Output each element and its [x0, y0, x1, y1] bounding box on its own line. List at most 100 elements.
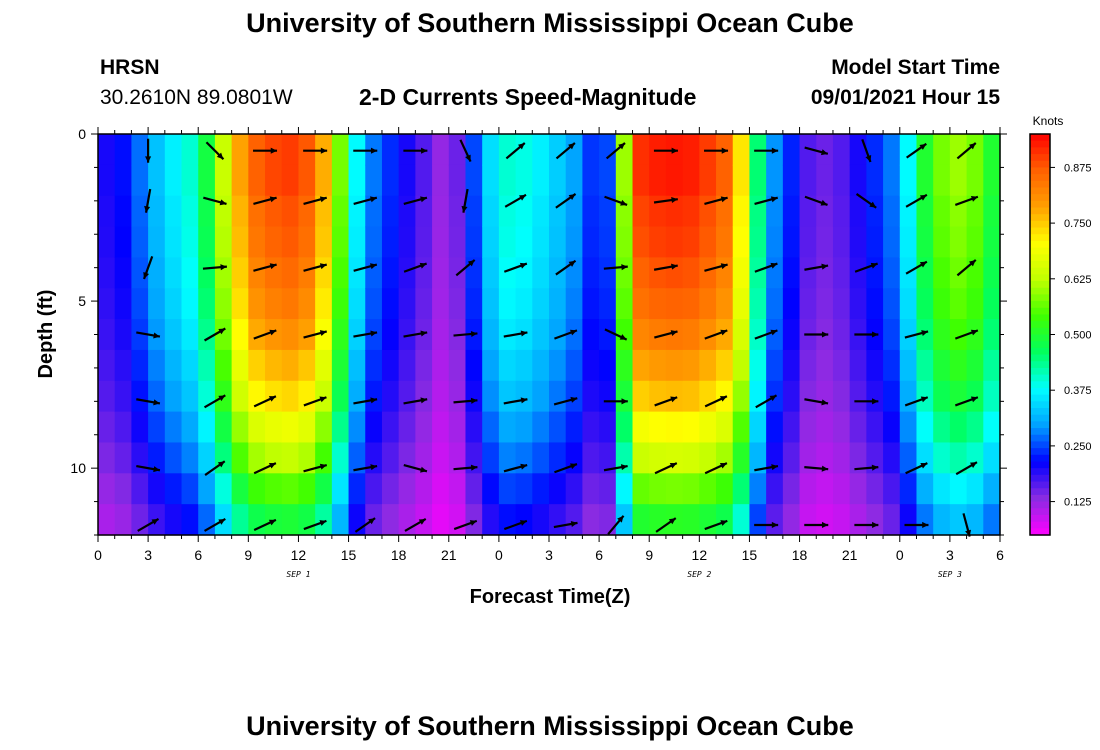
current-vector-arrow: [503, 519, 528, 531]
heatmap-cell: [649, 195, 667, 228]
colorbar-segment: [1030, 387, 1050, 396]
current-vector-arrow: [461, 188, 469, 213]
heatmap-cell: [632, 349, 650, 382]
heatmap-cell: [448, 473, 467, 505]
heatmap-cell: [248, 195, 266, 228]
current-vector-arrow: [555, 142, 576, 160]
colorbar-segment: [1030, 508, 1050, 516]
current-vector-arrow: [554, 329, 578, 340]
colorbar-segment: [1030, 247, 1050, 255]
heatmap-cell: [749, 442, 767, 474]
heatmap-cell: [816, 226, 834, 258]
heatmap-cell: [265, 319, 283, 351]
heatmap-cell: [164, 195, 183, 228]
heatmap-cell: [582, 442, 600, 474]
arrow-head: [821, 521, 829, 529]
arrow-head: [919, 194, 927, 201]
colorbar-segment: [1030, 421, 1050, 429]
heatmap-cell: [732, 380, 751, 413]
heatmap-cell: [515, 380, 533, 413]
arrow-head: [721, 147, 729, 154]
x-tick-label: 9: [645, 547, 653, 563]
current-vector-arrow: [755, 394, 778, 409]
heatmap-cell: [949, 288, 968, 320]
heatmap-cell: [315, 473, 333, 505]
heatmap-cell: [983, 226, 1001, 258]
heatmap-cell: [448, 288, 467, 320]
heatmap-cell: [181, 319, 199, 351]
heatmap-cell: [298, 195, 316, 228]
arrow-head: [151, 518, 159, 525]
arrow-head: [216, 152, 224, 160]
heatmap-cell: [549, 473, 567, 505]
arrow-head: [144, 205, 151, 213]
x-tick-label: 0: [495, 547, 503, 563]
heatmap-cell: [866, 442, 884, 474]
arrow-head: [668, 518, 676, 525]
heatmap-cell: [582, 380, 600, 413]
arrow-head: [568, 260, 576, 267]
heatmap-cell: [749, 195, 767, 228]
arrow-head: [370, 330, 378, 337]
heatmap-cell: [966, 473, 984, 505]
heatmap-cell: [348, 380, 366, 413]
heatmap-cell: [164, 504, 183, 536]
current-vector-arrow: [904, 330, 929, 339]
heatmap-cell: [465, 195, 483, 228]
arrow-head: [319, 396, 327, 403]
heatmap-cell: [649, 473, 667, 505]
current-vector-arrow: [553, 396, 578, 406]
heatmap-cell: [498, 349, 517, 382]
heatmap-cell: [348, 195, 366, 228]
heatmap-cell: [599, 411, 617, 444]
current-vector-arrow: [655, 517, 677, 533]
heatmap-cell: [582, 319, 600, 351]
heatmap-cell: [415, 442, 433, 474]
heatmap-cell: [214, 442, 233, 474]
heatmap-cell: [415, 195, 433, 228]
heatmap-cell: [916, 349, 934, 382]
heatmap-cell: [331, 288, 350, 320]
heatmap-cell: [515, 134, 533, 166]
heatmap-cell: [398, 380, 416, 413]
heatmap-cell: [214, 257, 233, 289]
heatmap-cell: [632, 411, 650, 444]
heatmap-cell: [899, 473, 918, 505]
heatmap-cell: [732, 288, 751, 320]
heatmap-cell: [632, 473, 650, 505]
heatmap-cell: [849, 411, 867, 444]
heatmap-cell: [298, 319, 316, 351]
heatmap-cell: [331, 380, 350, 413]
heatmap-cell: [749, 257, 767, 289]
heatmap-cell: [148, 164, 166, 197]
heatmap-cell: [298, 504, 316, 536]
heatmap-cell: [248, 442, 266, 474]
heatmap-cell: [816, 442, 834, 474]
date-label: SEP 3: [938, 570, 962, 579]
current-vector-arrow: [704, 462, 728, 475]
heatmap-cell: [682, 380, 700, 413]
colorbar-segment: [1030, 274, 1050, 282]
current-vector-arrow: [603, 264, 628, 271]
heatmap-cell: [148, 380, 166, 413]
arrow-head: [968, 142, 976, 150]
heatmap-cell: [549, 349, 567, 382]
arrow-head: [869, 201, 877, 208]
heatmap-cell: [498, 473, 517, 505]
heatmap-cell: [599, 504, 617, 536]
heatmap-cell: [883, 442, 901, 474]
heatmap-cell: [315, 411, 333, 444]
arrow-head: [970, 462, 977, 468]
heatmap-cell: [949, 411, 968, 444]
heatmap-cell: [766, 319, 784, 351]
heatmap-cell: [114, 288, 133, 320]
station-name: HRSN: [100, 56, 160, 79]
current-vector-arrow: [459, 139, 472, 163]
heatmap-cell: [599, 473, 617, 505]
heatmap-cell: [98, 195, 116, 228]
current-vectors: [136, 138, 979, 537]
heatmap-cell: [849, 380, 867, 413]
heatmap-cell: [766, 473, 784, 505]
heatmap-cell: [983, 473, 1001, 505]
arrow-head: [420, 466, 427, 473]
